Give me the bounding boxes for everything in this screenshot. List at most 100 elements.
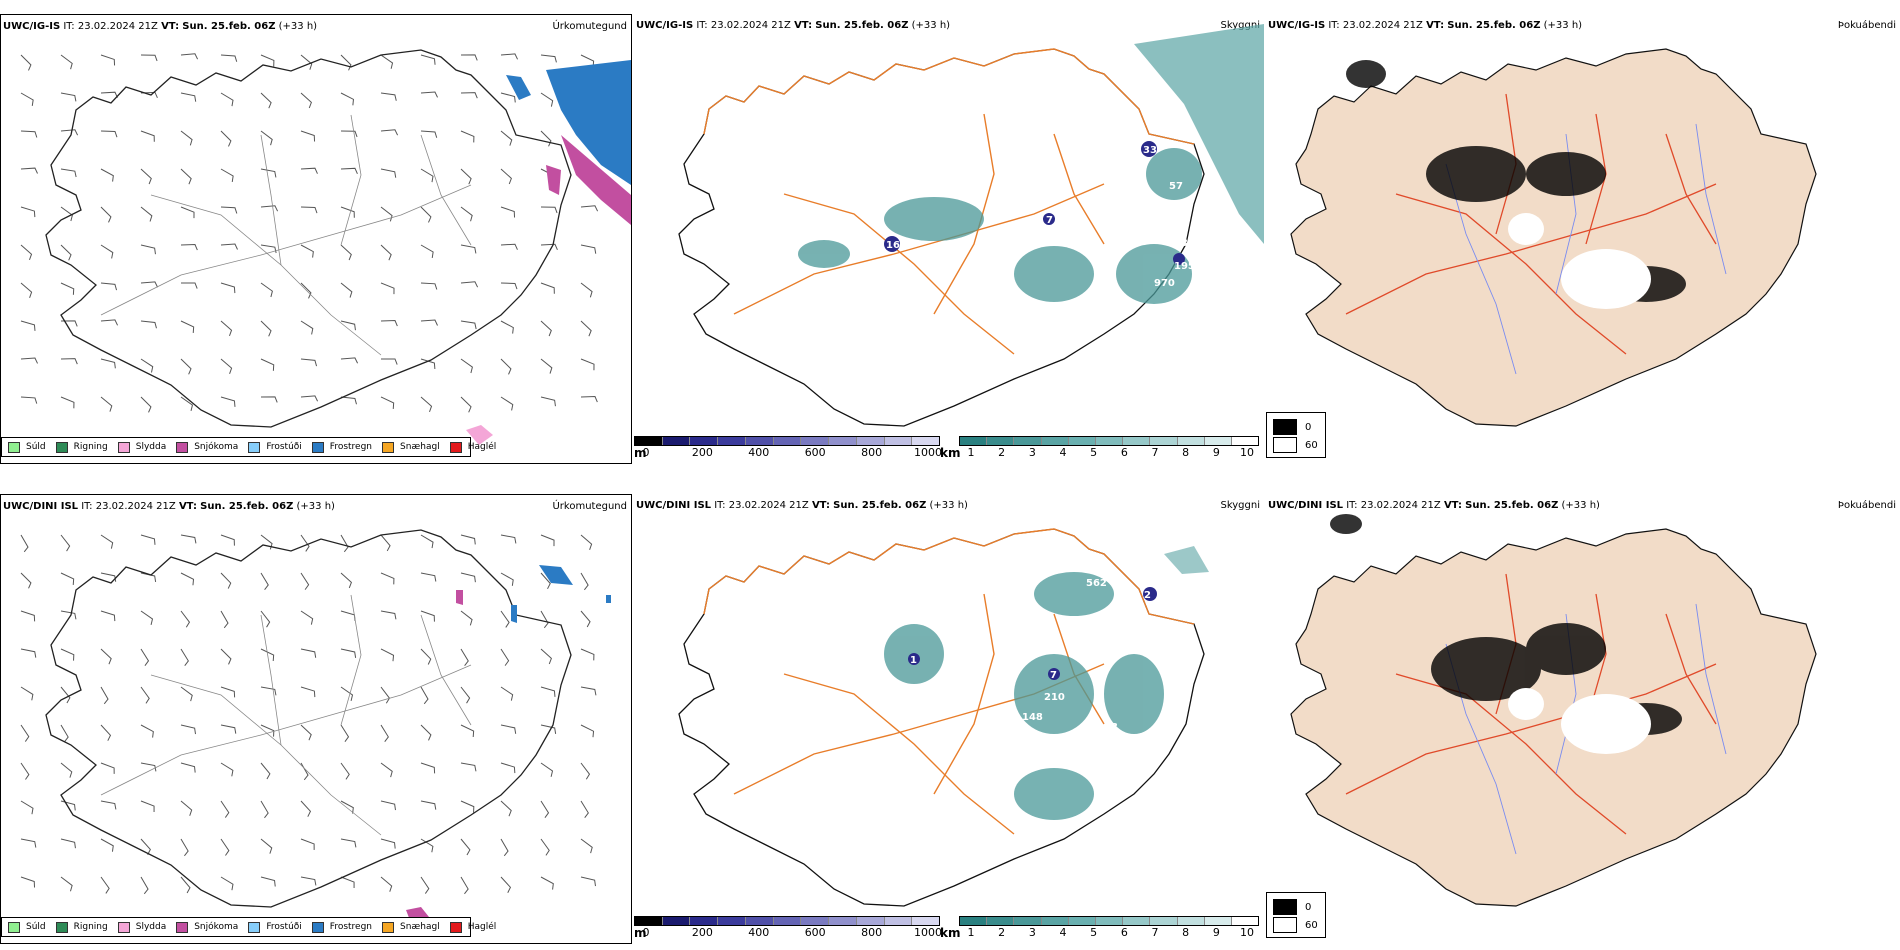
ceiling-colorbar: 0 200 400 600 800 1000 [634,436,942,460]
ceiling-colorbar: 0 200 400 600 800 1000 [634,916,942,940]
wind-barb-icon [580,572,589,591]
wind-barb-icon [540,92,554,107]
wind-barb-icon [340,357,359,364]
legend-swatch [449,441,462,453]
wind-barb-icon [500,572,514,586]
wind-barb-icon [420,686,429,705]
wind-barb-icon [500,168,512,185]
panel-header: UWC/DINI ISL IT: 23.02.2024 21Z VT: Sun.… [1268,500,1600,511]
colorbar-cell [856,437,885,445]
wind-barb-icon [220,282,236,294]
wind-barb-icon [340,838,357,848]
wind-barb-icon [580,396,598,403]
wind-barb-icon [580,762,591,780]
colorbar-tick-label: 1000 [914,926,942,939]
wind-barb-icon [180,572,195,586]
wind-barb-icon [140,648,150,666]
wind-barb-icon [60,282,75,295]
wind-barb-icon [300,838,315,850]
legend-swatch [8,921,20,933]
panel-title: Úrkomutegund [552,501,627,512]
legend-item: Frostregn [311,441,372,453]
legend-swatch [248,921,261,933]
wind-barb-icon [180,800,193,816]
wind-barb-icon [380,534,391,552]
colorbar-unit: m [634,926,647,940]
colorbar-tick-label: 7 [1151,446,1159,459]
wind-barb-icon [140,876,149,895]
road-network [100,594,472,836]
wind-barb-icon [540,396,556,407]
cloud-panel-row1: UWC/IG-IS IT: 23.02.2024 21Z VT: Sun. 25… [634,14,1264,464]
wind-barb-icon [300,358,318,367]
panel-title: Skyggni [1220,500,1260,511]
colorbar-tick-label: 1 [967,926,975,939]
wind-barb-icon [180,130,193,146]
legend-swatch [117,921,130,933]
wind-barb-icon [20,762,30,780]
wind-barb-icon [540,282,555,294]
wind-barb-icon [460,396,472,413]
wind-barb-icon [180,244,198,251]
wind-barb-icon [500,724,517,734]
wind-barb-icon [20,167,38,174]
wind-barb-icon [580,282,593,298]
wind-barb-icon [420,282,438,290]
wind-barb-icon [420,130,438,138]
wind-barb-icon [60,206,73,222]
wind-barb-icon [580,205,599,212]
wind-barb-icon [540,54,557,63]
wind-barb-icon [420,168,434,183]
wind-barb-icon [580,244,597,254]
wind-barb-icon [20,534,29,553]
legend-item: 60 [1273,917,1319,933]
colorbar-tick-label: 8 [1182,446,1190,459]
colorbar-cell [801,917,830,925]
wind-barb-icon [180,686,193,702]
wind-barb-icon [540,838,550,856]
wind-barb-icon [180,396,194,411]
legend-item: Rigning [55,921,108,933]
wind-barb-icon [420,91,438,98]
wind-barb-icon [140,572,157,582]
wind-barb-icon [100,206,112,223]
colorbar-cells [634,916,940,926]
colorbar-cell [745,917,774,925]
wind-barb-icon [580,724,595,738]
wind-barb-icon [300,282,312,299]
legend-swatch [176,441,189,453]
road-network [100,114,472,356]
panel-header: UWC/IG-IS IT: 23.02.2024 21Z VT: Sun. 25… [1268,20,1583,31]
colorbar-tick-label: 6 [1120,446,1128,459]
wind-barb-icon [20,572,32,589]
legend-item: Slydda [117,921,166,933]
wind-barb-icon [340,572,352,589]
colorbar-tick-label: 0 [642,446,650,459]
ceiling-label: 148 [1022,712,1043,723]
wind-barb-icon [180,53,199,60]
colorbar-tick-label: 10 [1240,926,1254,939]
wind-barb-icon [260,762,271,780]
iceland-coastline [45,49,572,428]
wind-barb-icon [60,762,73,778]
wind-barb-icon [580,534,593,550]
wind-barb-icon [340,686,354,701]
wind-barb-icon [100,876,110,894]
wind-barb-icon [20,53,599,413]
wind-barb-icon [460,206,473,222]
wind-barb-icon [300,572,310,590]
wind-barb-icon [540,320,552,337]
wind-barb-icon [180,320,195,334]
wind-barb-icon [340,800,354,814]
colorbar-unit: km [940,446,961,460]
wind-barb-icon [420,876,430,894]
wind-barb-icon [500,206,516,218]
wind-barb-icon [60,648,75,661]
wind-barb-icon [260,876,276,887]
iceland-coastline [1290,528,1817,907]
iceland-coastline [45,529,572,908]
ceiling-labels: 562 2 7 210 148 23 23 1 [910,578,1151,755]
wind-barb-icon [180,838,189,857]
wind-barb-icon [220,648,232,665]
wind-barb-icon [420,838,434,853]
